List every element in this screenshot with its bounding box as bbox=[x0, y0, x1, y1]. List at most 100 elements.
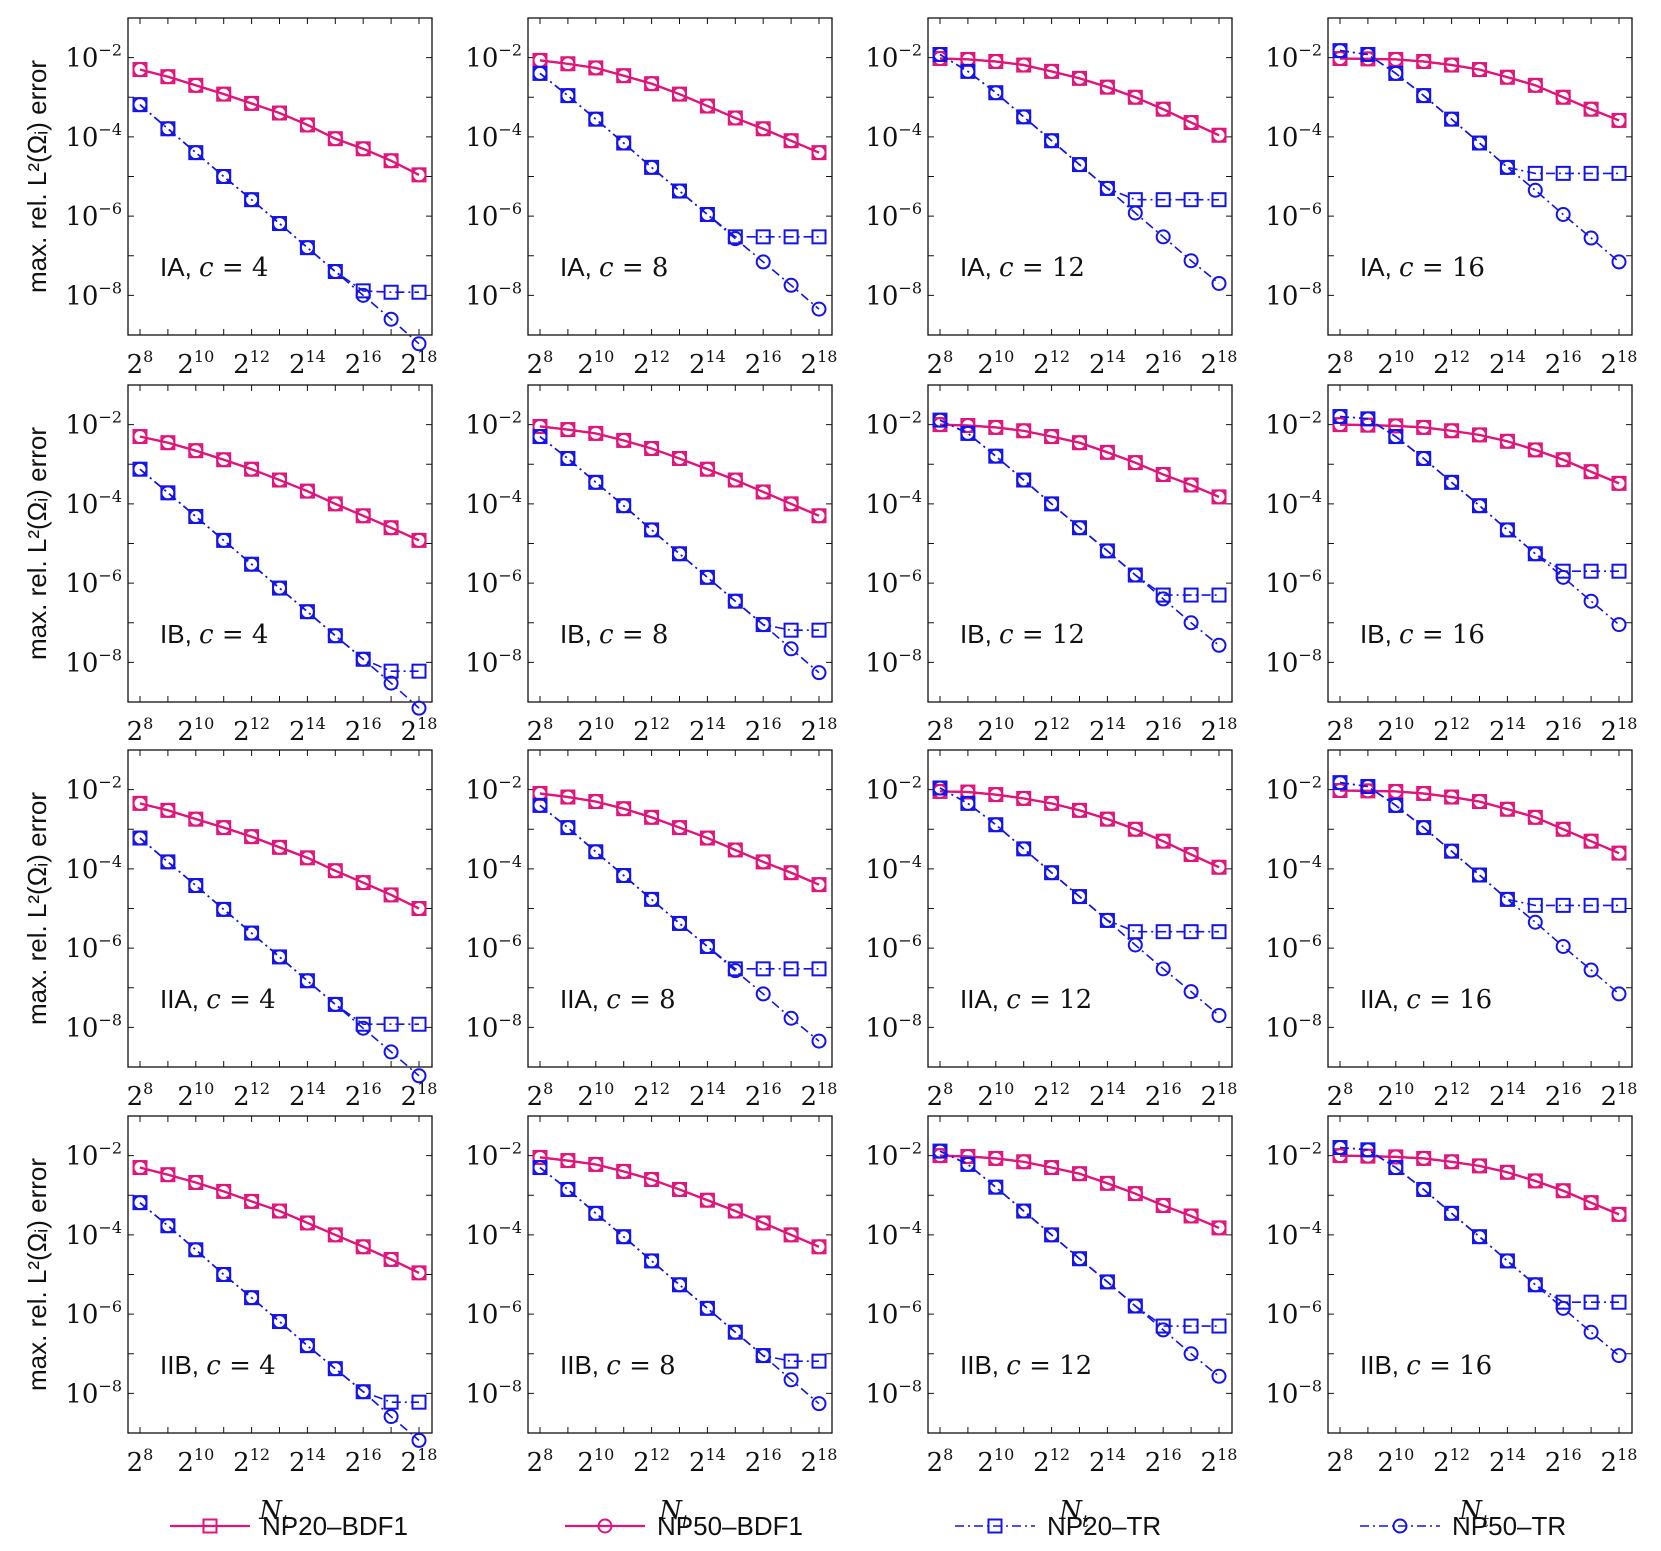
y-tick-label: 10−8 bbox=[465, 1010, 522, 1043]
data-point bbox=[1127, 205, 1143, 221]
y-tick-label: 10−2 bbox=[865, 1139, 922, 1172]
data-point bbox=[1211, 489, 1227, 505]
data-point bbox=[1527, 182, 1543, 198]
data-point bbox=[1127, 821, 1143, 837]
x-tick-label: 216 bbox=[1145, 1445, 1182, 1478]
data-point bbox=[560, 56, 576, 72]
data-point bbox=[355, 1020, 371, 1036]
data-point bbox=[1016, 109, 1032, 125]
data-point bbox=[1499, 1253, 1515, 1269]
data-point bbox=[988, 53, 1004, 69]
data-point bbox=[727, 1324, 743, 1340]
data-point bbox=[1499, 159, 1515, 175]
data-point bbox=[1555, 1300, 1571, 1316]
data-point bbox=[1444, 57, 1460, 73]
data-point bbox=[532, 1160, 548, 1176]
data-point bbox=[1611, 475, 1627, 491]
x-tick-label: 210 bbox=[577, 1445, 614, 1478]
data-point bbox=[1583, 563, 1599, 579]
data-point bbox=[272, 216, 287, 232]
data-point bbox=[411, 1068, 427, 1084]
data-point bbox=[588, 111, 604, 127]
data-point bbox=[1583, 897, 1599, 913]
data-point bbox=[411, 663, 427, 679]
x-tick-label: 28 bbox=[527, 1079, 554, 1112]
legend-marker bbox=[1392, 1518, 1408, 1534]
panel-label: IIB, c = 4 bbox=[160, 1350, 276, 1381]
y-tick-label: 10−8 bbox=[865, 1376, 922, 1409]
data-point bbox=[1555, 206, 1571, 222]
data-point bbox=[699, 206, 715, 222]
x-tick-label: 216 bbox=[1145, 1079, 1182, 1112]
series-line-np20-tr bbox=[939, 1150, 1219, 1327]
y-tick-label: 10−4 bbox=[865, 120, 922, 153]
data-point bbox=[299, 604, 315, 620]
data-point bbox=[644, 159, 660, 175]
data-point bbox=[988, 448, 1004, 464]
y-tick-label: 10−8 bbox=[865, 278, 922, 311]
data-point bbox=[1472, 498, 1487, 514]
series-line-np50-tr bbox=[939, 787, 1220, 1017]
data-point bbox=[755, 121, 771, 137]
panel-label: IIA, c = 8 bbox=[560, 984, 676, 1015]
x-tick-label: 216 bbox=[345, 347, 382, 380]
series-line-np20-bdf1 bbox=[939, 57, 1220, 137]
data-point bbox=[1472, 1158, 1487, 1174]
data-point bbox=[1611, 897, 1627, 913]
data-point bbox=[1611, 563, 1627, 579]
data-point bbox=[1016, 57, 1032, 73]
y-tick-label: 10−2 bbox=[465, 408, 522, 441]
y-tick-label: 10−2 bbox=[65, 408, 122, 441]
panel-label: IIB, c = 16 bbox=[1360, 1350, 1492, 1381]
y-tick-label: 10−6 bbox=[65, 199, 122, 232]
panel-iia-c16: 10−8 10−6 10−4 10−2 28 210 212 214 216 218 IIA, c … bbox=[1265, 749, 1637, 1112]
data-point bbox=[355, 508, 371, 524]
data-point bbox=[1211, 587, 1227, 603]
data-point bbox=[1016, 472, 1032, 488]
y-tick-label: 10−2 bbox=[465, 1139, 522, 1172]
y-tick-label: 10−2 bbox=[65, 1139, 122, 1172]
y-tick-label: 10−6 bbox=[865, 199, 922, 232]
data-point bbox=[132, 97, 148, 113]
y-tick-label: 10−2 bbox=[465, 41, 522, 74]
data-point bbox=[1332, 1140, 1348, 1156]
data-point bbox=[383, 1016, 399, 1032]
y-tick-label: 10−2 bbox=[865, 408, 922, 441]
data-point bbox=[1332, 417, 1348, 433]
y-tick-label: 10−8 bbox=[65, 645, 122, 678]
data-point bbox=[272, 1203, 287, 1219]
data-point bbox=[1583, 593, 1599, 609]
x-tick-label: 216 bbox=[745, 1445, 782, 1478]
x-tick-label: 214 bbox=[1089, 1445, 1126, 1478]
x-tick-label: 212 bbox=[633, 347, 670, 380]
x-tick-label: 210 bbox=[977, 1445, 1014, 1478]
x-tick-label: 28 bbox=[927, 1445, 954, 1478]
data-point bbox=[1183, 615, 1199, 631]
data-point bbox=[244, 925, 260, 941]
y-tick-label: 10−6 bbox=[465, 1297, 522, 1330]
data-point bbox=[244, 461, 260, 477]
data-point bbox=[1127, 1298, 1143, 1314]
data-point bbox=[1099, 180, 1115, 196]
data-point bbox=[560, 450, 576, 466]
x-tick-label: 218 bbox=[1201, 347, 1238, 380]
panel-label: IIB, c = 12 bbox=[960, 1350, 1092, 1381]
data-point bbox=[272, 580, 287, 596]
data-point bbox=[960, 51, 976, 67]
y-tick-label: 10−6 bbox=[865, 566, 922, 599]
y-tick-label: 10−2 bbox=[1265, 41, 1322, 74]
data-point bbox=[327, 1227, 343, 1243]
data-point bbox=[132, 1160, 148, 1176]
data-point bbox=[1555, 452, 1571, 468]
panel-ib-c8: 10−8 10−6 10−4 10−2 28 210 212 214 216 218 IB, c =… bbox=[465, 384, 837, 747]
x-tick-label: 28 bbox=[1327, 347, 1354, 380]
data-point bbox=[811, 1396, 827, 1412]
data-point bbox=[532, 1149, 548, 1165]
x-tick-label: 210 bbox=[577, 347, 614, 380]
panel-frame bbox=[127, 17, 433, 336]
data-point bbox=[532, 797, 548, 813]
data-point bbox=[1555, 89, 1571, 105]
x-tick-label: 28 bbox=[127, 1445, 154, 1478]
data-point bbox=[188, 1174, 204, 1190]
data-point bbox=[1527, 442, 1543, 458]
